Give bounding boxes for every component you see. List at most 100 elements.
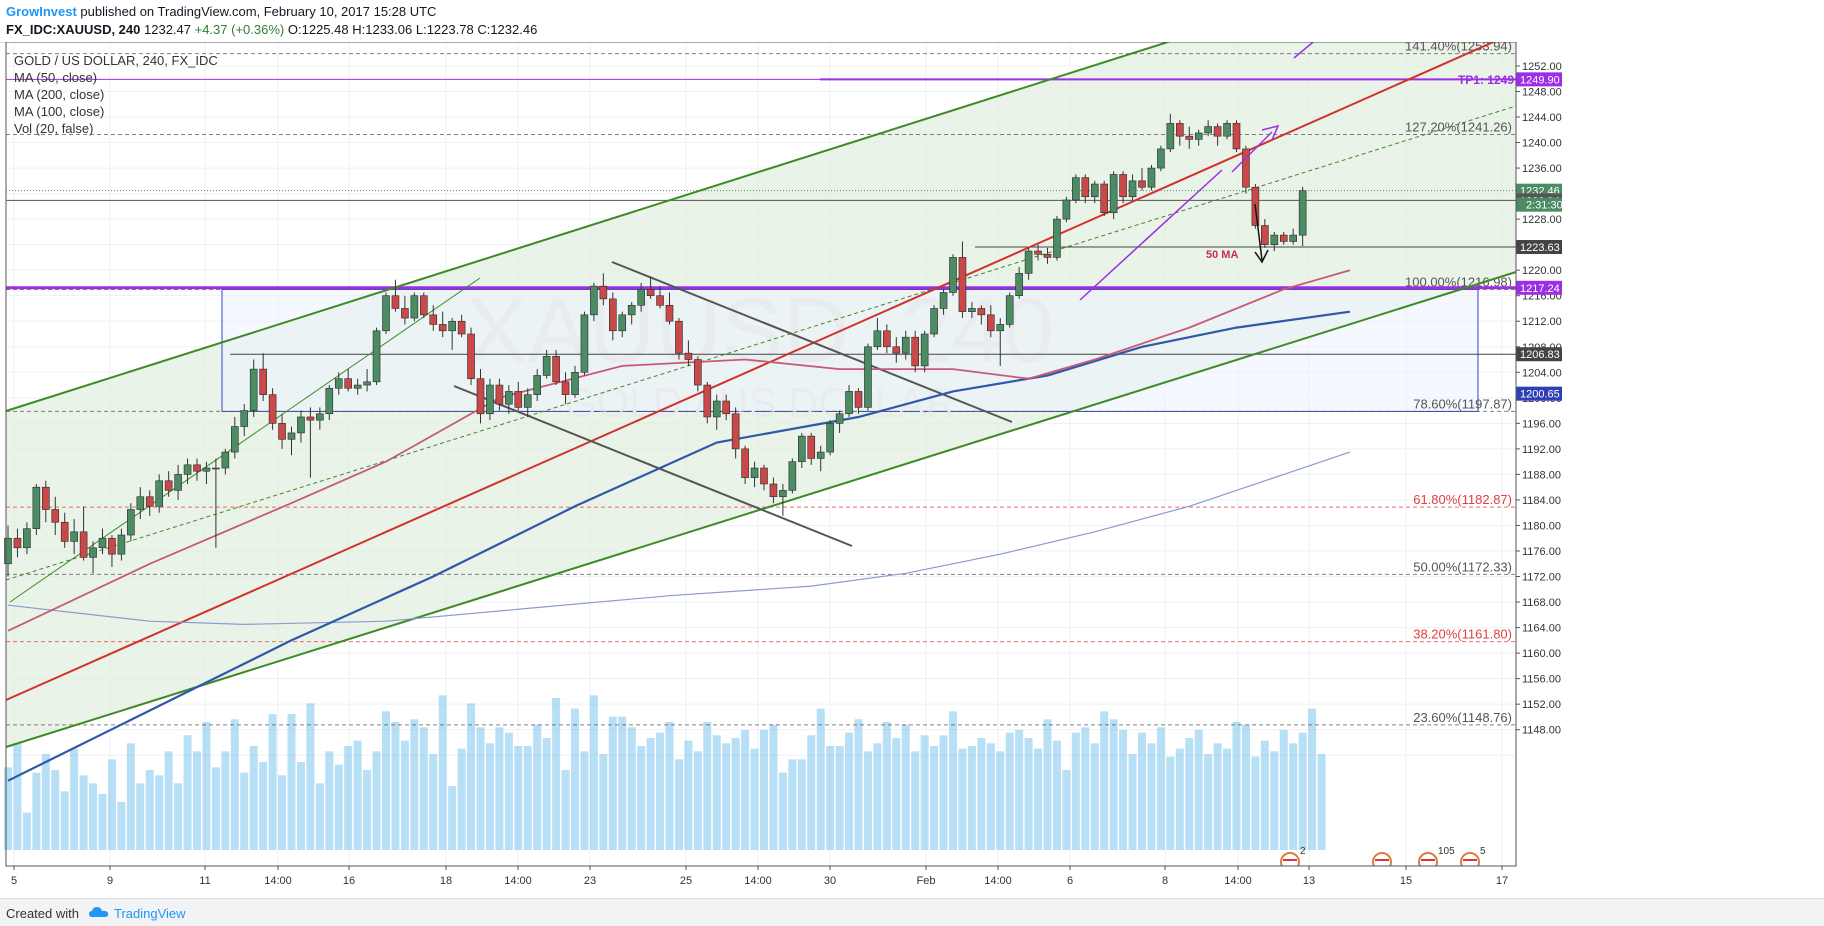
fib-label: 141.40%(1253.94) [1405,42,1512,54]
candle-body [807,435,816,459]
price-axis-bg [1516,42,1824,866]
volume-bar [1204,754,1213,850]
legend-ma50[interactable]: MA (50, close) [14,70,98,85]
volume-bar [665,722,674,850]
volume-bar [485,743,494,850]
publisher-name[interactable]: GrowInvest [6,4,77,19]
volume-bar [70,748,79,850]
candle-body [278,423,286,440]
price-axis: 1148.00 1152.00 1156.00 1160.00 1164.00 1168.… [1515,42,1824,866]
volume-bar [967,746,976,850]
volume-bar [911,751,920,850]
volume-bar [920,735,929,850]
volume-bar [296,762,305,850]
price-tick-label: 1240.00 [1522,138,1562,150]
volume-bar [854,719,863,850]
volume-bar [438,695,447,850]
candle-body [457,320,466,335]
chart-area[interactable]: XAUUSD, 240 GOLD / US DOLLAR 141.40%(1253.… [0,42,1824,898]
volume-bar [1119,730,1128,850]
volume-bar [1138,732,1146,850]
volume-bar [504,732,513,850]
volume-bar [542,738,551,850]
volume-bar [1128,754,1137,850]
ma200-line [7,451,1351,626]
volume-bar [1005,732,1014,850]
candle-body [334,378,343,389]
volume-bar [882,722,891,850]
candle-body [1081,177,1090,198]
volume-bar [41,754,50,850]
volume-bar [268,714,277,850]
volume-bar [13,743,22,850]
candle-body [1194,132,1203,140]
volume-bar [949,711,957,850]
time-tick-label: 18 [440,875,452,887]
volume-bar [637,746,646,850]
volume-bar [221,751,230,850]
candle-body [826,423,834,453]
candle-body [769,483,778,498]
candle-body [1100,183,1108,214]
time-tick-label: 13 [1303,875,1315,887]
price-label: 1249.90 [1520,74,1560,86]
symbol-name[interactable]: FX_IDC:XAUUSD, 240 [6,22,141,37]
candle-body [656,295,664,306]
candle-body [722,400,731,415]
volume-bar [797,759,806,850]
volume-bar [1308,708,1317,850]
candle-body [155,480,163,507]
tradingview-link[interactable]: TradingView [114,906,186,921]
high-value: 1233.06 [365,22,413,37]
candle-body [675,320,683,354]
legend-ma100[interactable]: MA (100, close) [14,104,105,119]
price-tick-label: 1204.00 [1522,367,1562,379]
time-tick-label: 25 [680,875,692,887]
time-tick-label: 8 [1162,875,1168,887]
watermark-symbol: XAUUSD, 240 [466,280,1054,382]
legend-ma200[interactable]: MA (200, close) [14,87,105,102]
volume-bar [60,791,69,850]
candles [4,113,1307,577]
candle-body [325,387,334,415]
purple-arrow-line [1231,131,1273,173]
candle-body [637,289,645,306]
symbol-line: FX_IDC:XAUUSD, 240 1232.47 +4.37 (+0.36%… [6,22,537,37]
volume-bar [958,748,967,850]
legend-volume[interactable]: Vol (20, false) [14,121,94,136]
fib-label: 23.60%(1148.76) [1413,710,1512,725]
candle-body [372,330,381,383]
candle-body [968,308,976,312]
fib-label: 50.00%(1172.33) [1413,559,1512,574]
purple-arrow-top [1293,42,1315,59]
candle-body [1015,273,1023,297]
price-label-bg [1516,347,1562,362]
candle-body [552,356,560,383]
time-tick-label: 30 [824,875,836,887]
volume-bar [656,732,665,850]
volume-bar [873,743,882,850]
candle-body [939,292,948,309]
candle-body [533,375,542,395]
candle-body [1062,199,1071,220]
candle-body [51,509,60,523]
fib-label: 61.80%(1182.87) [1413,492,1512,507]
candle-body [646,289,655,297]
time-axis-bg [0,866,1824,898]
price-tick-label: 1252.00 [1522,61,1562,73]
volume-bar [996,751,1005,850]
legend-title[interactable]: GOLD / US DOLLAR, 240, FX_IDC [14,53,218,68]
volume-bar [230,719,239,850]
down-arrow-line [1254,203,1263,261]
price-label-bg [1516,240,1562,255]
price-tick-label: 1192.00 [1522,444,1561,456]
candle-body [930,308,938,335]
volume-bar [98,794,107,850]
fib-label: 100.00%(1216.98) [1405,274,1512,289]
footer: Created with TradingView [0,898,1824,926]
time-tick-label: 14:00 [264,875,292,887]
volume-bar [863,751,872,850]
candle-body [694,359,702,386]
indicator-legend: GOLD / US DOLLAR, 240, FX_IDC MA (50, cl… [14,52,218,137]
